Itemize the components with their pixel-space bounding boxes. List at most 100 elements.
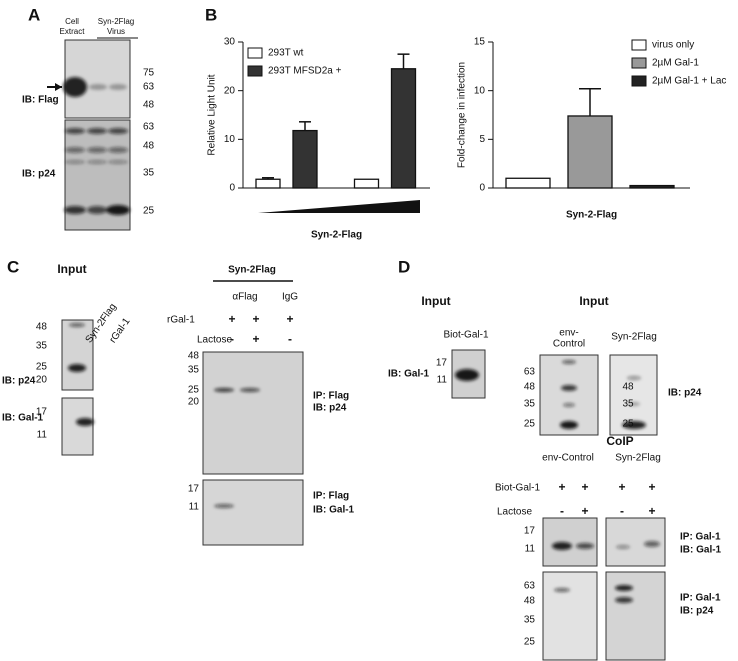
band	[76, 418, 94, 426]
marker-label: 25	[622, 419, 634, 430]
y-axis-label: Relative Light Unit	[207, 74, 218, 155]
band	[65, 128, 85, 134]
band	[89, 84, 107, 90]
label: Syn-2Flag	[611, 332, 657, 343]
marker-label: 11	[37, 430, 48, 441]
blot	[542, 517, 598, 567]
marker-label: 48	[524, 596, 536, 607]
label: IB: Gal-1	[2, 413, 44, 424]
marker-label: 25	[524, 419, 536, 430]
marker-label: 35	[622, 399, 634, 410]
label: -	[560, 504, 564, 518]
bands	[63, 77, 660, 603]
legend-label: virus only	[652, 40, 694, 51]
label: -	[288, 332, 292, 346]
label: Lactose	[197, 335, 232, 346]
band	[644, 541, 660, 547]
label: Biot-Gal-1	[495, 483, 540, 494]
label: Syn-2Flag	[98, 17, 134, 26]
band	[214, 388, 234, 392]
marker-label: 35	[524, 615, 536, 626]
label: -	[620, 504, 624, 518]
band	[563, 403, 575, 407]
label: IgG	[282, 292, 298, 303]
marker-label: 35	[524, 399, 536, 410]
label: IB: p24	[668, 388, 702, 399]
marker-label: 17	[524, 526, 536, 537]
panel-letter: B	[205, 5, 217, 24]
label: IP: Flag	[313, 491, 349, 502]
label: +	[581, 504, 588, 518]
label: +	[252, 332, 259, 346]
label: IB: p24	[2, 376, 36, 387]
marker-label: 11	[525, 544, 536, 555]
band	[455, 369, 479, 381]
label: Input	[579, 294, 608, 308]
panel-letter: D	[398, 257, 410, 276]
label: -	[230, 332, 234, 346]
label: IP: Gal-1	[680, 593, 721, 604]
label: +	[558, 480, 565, 494]
label: IB: Gal-1	[680, 545, 722, 556]
band	[615, 597, 633, 603]
marker-label: 11	[437, 375, 448, 386]
marker-label: 48	[143, 100, 155, 111]
marker-label: 25	[36, 362, 48, 373]
marker-label: 75	[143, 68, 155, 79]
label: IB: p24	[22, 169, 56, 180]
marker-label: 48	[36, 322, 48, 333]
label: rGal-1	[167, 315, 195, 326]
label: +	[581, 480, 588, 494]
label: Syn-2Flag	[228, 265, 276, 276]
y-axis-label: Fold-change in infection	[457, 62, 468, 168]
marker-label: 20	[36, 375, 48, 386]
label: Extract	[60, 27, 86, 36]
legend-swatch	[631, 39, 647, 51]
bar	[505, 177, 551, 189]
dose-ramp	[258, 200, 420, 213]
label: Biot-Gal-1	[443, 330, 488, 341]
blot	[542, 571, 598, 661]
marker-label: 48	[143, 141, 155, 152]
y-tick-label: 0	[479, 183, 485, 194]
label: IP: Flag	[313, 391, 349, 402]
legend-swatch	[631, 75, 647, 87]
band	[628, 402, 640, 406]
label: IB: p24	[680, 606, 714, 617]
band	[108, 160, 128, 164]
band	[554, 588, 570, 592]
label: +	[618, 480, 625, 494]
y-tick-label: 30	[224, 37, 236, 48]
legend-swatch	[247, 47, 263, 59]
bar	[255, 178, 281, 189]
marker-label: 35	[36, 341, 48, 352]
band	[63, 77, 87, 97]
label: CoIP	[606, 434, 633, 448]
marker-label: 17	[436, 358, 448, 369]
band	[68, 364, 86, 372]
band	[108, 147, 128, 153]
marker-label: 25	[524, 637, 536, 648]
legend-label: 2µM Gal-1	[652, 58, 699, 69]
marker-label: 35	[143, 168, 155, 179]
y-tick-label: 5	[479, 134, 485, 145]
label: +	[228, 312, 235, 326]
label: IB: Gal-1	[388, 369, 430, 380]
y-tick-label: 15	[474, 37, 486, 48]
label: +	[286, 312, 293, 326]
legend-label: 2µM Gal-1 + Lac	[652, 76, 726, 87]
marker-label: 11	[189, 502, 200, 513]
band	[616, 545, 630, 549]
marker-label: 63	[143, 122, 155, 133]
blot	[605, 571, 666, 661]
label: IB: p24	[313, 403, 347, 414]
marker-label: 17	[188, 484, 200, 495]
label: Virus	[107, 27, 125, 36]
legend-label: 293T MFSD2a +	[268, 66, 342, 77]
band	[622, 421, 646, 429]
bar	[629, 184, 675, 189]
legend-label: 293T wt	[268, 48, 304, 59]
blot	[202, 351, 304, 475]
label: Control	[553, 339, 585, 350]
label: IP: Gal-1	[680, 532, 721, 543]
